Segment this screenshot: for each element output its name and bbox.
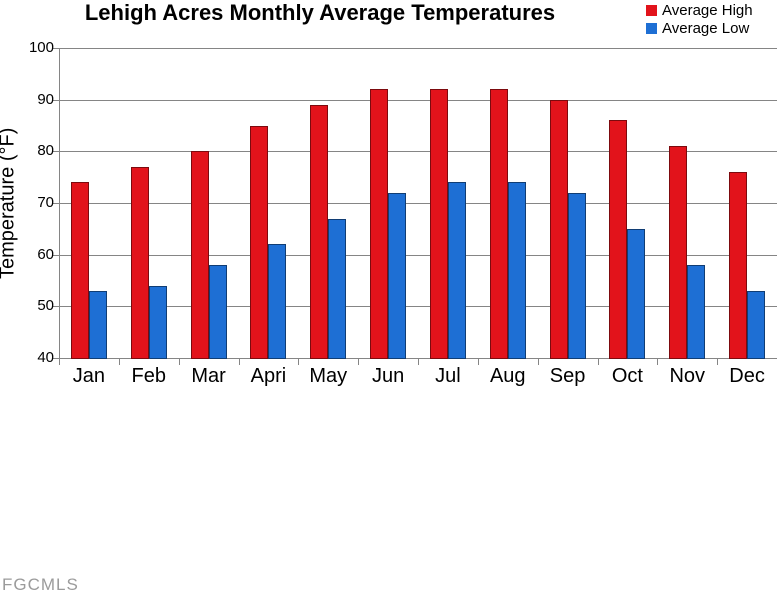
bar-average-low-dec (747, 290, 766, 359)
bar-average-low-jun (388, 192, 407, 359)
bar-average-low-may (328, 218, 347, 359)
y-tick-label: 80 (37, 142, 54, 160)
legend-label: Average Low (662, 19, 750, 37)
x-tick-label: Feb (131, 365, 166, 387)
y-tick-mark (52, 203, 59, 204)
x-tick-label: Oct (611, 365, 643, 387)
gridline (59, 99, 777, 101)
x-tick-mark (717, 358, 719, 365)
bar-average-low-feb (148, 285, 167, 359)
gridline (59, 203, 777, 204)
x-tick-mark (358, 358, 360, 365)
x-tick-label: May (309, 365, 348, 387)
gridline (59, 306, 777, 308)
y-axis-line (59, 48, 60, 358)
gridline (59, 48, 777, 49)
average-low-swatch-icon (646, 22, 657, 34)
bar-average-high-dec (729, 172, 748, 359)
x-tick-label: Sep (549, 365, 586, 387)
x-tick-label: Apri (250, 365, 287, 387)
y-tick-mark (52, 358, 59, 359)
x-tick-mark (537, 358, 539, 365)
x-tick-mark (178, 358, 180, 365)
x-tick-mark (59, 358, 60, 365)
legend-item-average-high: Average High (646, 1, 753, 19)
x-tick-mark (477, 358, 479, 365)
y-tick-label: 70 (37, 194, 54, 211)
x-tick-label: Jan (72, 365, 106, 387)
x-tick-label: Dec (729, 365, 765, 387)
bar-average-low-sep (567, 192, 586, 359)
bar-average-high-mar (190, 151, 209, 359)
y-tick-mark (52, 151, 59, 153)
y-tick-label: 100 (28, 39, 54, 56)
bar-average-high-jan (70, 182, 89, 359)
bar-average-high-nov (669, 146, 688, 359)
bar-average-low-oct (627, 228, 646, 359)
bar-average-high-jul (429, 89, 448, 359)
bar-average-low-mar (208, 265, 227, 359)
bar-average-low-jul (447, 182, 466, 359)
x-tick-label: Jul (435, 365, 461, 387)
x-tick-mark (418, 358, 419, 365)
y-tick-label: 50 (37, 297, 54, 315)
y-tick-label: 90 (37, 90, 54, 108)
x-tick-mark (597, 358, 599, 365)
x-tick-mark (657, 358, 659, 365)
x-tick-label: Mar (191, 365, 226, 387)
bar-average-high-oct (609, 120, 628, 359)
bar-average-high-aug (489, 89, 508, 359)
x-tick-label: Aug (489, 365, 526, 387)
gridline (59, 254, 777, 256)
legend-label: Average High (662, 1, 753, 19)
y-tick-mark (52, 48, 59, 49)
x-tick-label: Jun (371, 365, 405, 387)
x-tick-mark (238, 358, 240, 365)
y-tick-label: 60 (37, 245, 54, 263)
x-tick-mark (298, 358, 300, 365)
bar-average-high-apri (250, 125, 269, 359)
bar-average-low-nov (687, 265, 706, 359)
bar-average-low-apri (268, 244, 287, 359)
y-tick-mark (52, 99, 59, 101)
bar-average-low-aug (507, 182, 526, 359)
bar-average-high-feb (130, 166, 149, 359)
y-tick-label: 40 (37, 349, 54, 366)
bar-average-low-jan (88, 290, 107, 359)
chart-title: Lehigh Acres Monthly Average Temperature… (84, 0, 556, 25)
average-high-swatch-icon (646, 4, 657, 16)
y-tick-mark (52, 254, 59, 256)
y-tick-mark (52, 306, 59, 308)
x-tick-label: Nov (669, 365, 706, 387)
watermark: FGCMLS (2, 575, 79, 592)
x-tick-mark (118, 358, 120, 365)
bar-average-high-sep (549, 99, 568, 359)
bar-average-high-may (310, 104, 329, 359)
bar-average-high-jun (370, 89, 389, 359)
legend-item-average-low: Average Low (646, 19, 753, 37)
legend: Average High Average Low (646, 1, 753, 37)
gridline (59, 151, 777, 153)
